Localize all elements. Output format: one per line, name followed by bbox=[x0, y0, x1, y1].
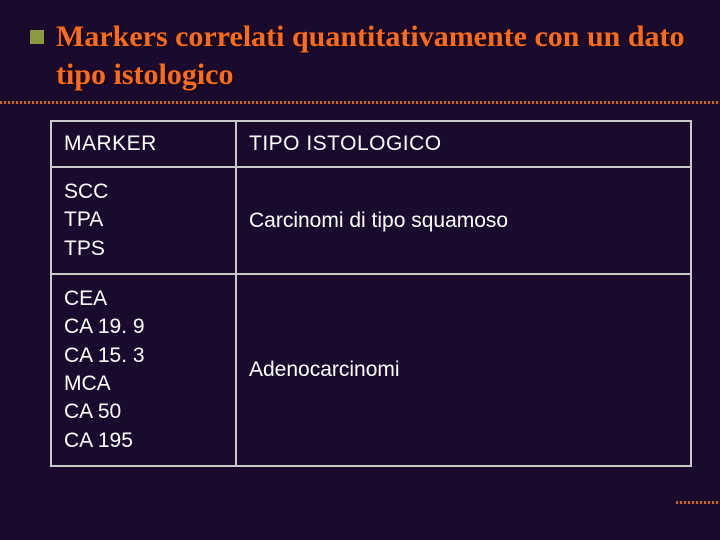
slide: Markers correlati quantitativamente con … bbox=[0, 0, 720, 540]
marker-list: SCC TPA TPS bbox=[64, 178, 223, 263]
col-header-tipo: TIPO ISTOLOGICO bbox=[236, 121, 691, 167]
marker-cell: CEA CA 19. 9 CA 15. 3 MCA CA 50 CA 195 bbox=[51, 274, 236, 466]
marker-cell: SCC TPA TPS bbox=[51, 167, 236, 274]
table-row: CEA CA 19. 9 CA 15. 3 MCA CA 50 CA 195 A… bbox=[51, 274, 691, 466]
table-header-row: MARKER TIPO ISTOLOGICO bbox=[51, 121, 691, 167]
marker-list: CEA CA 19. 9 CA 15. 3 MCA CA 50 CA 195 bbox=[64, 285, 223, 455]
table-row: SCC TPA TPS Carcinomi di tipo squamoso bbox=[51, 167, 691, 274]
bullet-icon bbox=[30, 30, 44, 44]
tipo-cell: Carcinomi di tipo squamoso bbox=[236, 167, 691, 274]
tipo-cell: Adenocarcinomi bbox=[236, 274, 691, 466]
divider-line bbox=[0, 101, 720, 104]
corner-accent bbox=[676, 501, 720, 504]
markers-table: MARKER TIPO ISTOLOGICO SCC TPA TPS Carci… bbox=[50, 120, 692, 467]
title-row: Markers correlati quantitativamente con … bbox=[30, 18, 690, 93]
slide-title: Markers correlati quantitativamente con … bbox=[56, 18, 690, 93]
col-header-marker: MARKER bbox=[51, 121, 236, 167]
